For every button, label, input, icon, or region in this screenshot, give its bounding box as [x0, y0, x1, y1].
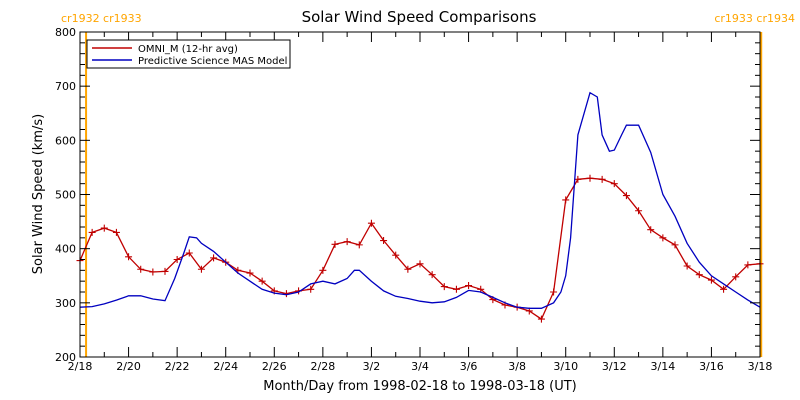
series-line-1: [79, 91, 761, 309]
data-point: [537, 315, 545, 323]
x-tick-label: 3/16: [699, 360, 724, 373]
y-tick-label: 300: [55, 297, 76, 310]
y-tick-label: 200: [55, 351, 76, 364]
data-point: [635, 207, 643, 215]
data-point: [707, 276, 715, 284]
y-tick-label: 700: [55, 80, 76, 93]
data-point: [185, 249, 193, 257]
data-point: [125, 253, 133, 261]
x-tick-label: 3/12: [602, 360, 627, 373]
x-tick-label: 2/24: [213, 360, 238, 373]
data-point: [246, 269, 254, 277]
x-tick-label: 2/20: [116, 360, 141, 373]
data-point: [659, 234, 667, 242]
data-point: [598, 175, 606, 183]
series-1: [79, 91, 761, 309]
data-point: [331, 240, 339, 248]
data-point: [319, 266, 327, 274]
data-point: [149, 268, 157, 276]
data-point: [440, 283, 448, 291]
x-tick-label: 3/14: [651, 360, 676, 373]
data-point: [161, 267, 169, 275]
data-point: [197, 265, 205, 273]
data-point: [586, 174, 594, 182]
chart-title: Solar Wind Speed Comparisons: [302, 8, 537, 26]
data-point: [258, 277, 266, 285]
data-point: [428, 271, 436, 279]
data-point: [622, 192, 630, 200]
legend-box: [86, 39, 291, 69]
x-tick-label: 3/18: [748, 360, 773, 373]
data-point: [100, 224, 108, 232]
data-point: [683, 262, 691, 270]
x-tick-label: 3/4: [411, 360, 429, 373]
y-tick-label: 500: [55, 189, 76, 202]
x-tick-label: 3/6: [460, 360, 478, 373]
x-tick-label: 2/26: [262, 360, 287, 373]
legend: OMNI_M (12-hr avg)Predictive Science MAS…: [86, 39, 291, 69]
x-tick-label: 2/18: [68, 360, 93, 373]
y-tick-label: 600: [55, 134, 76, 147]
data-point: [173, 256, 181, 263]
y-tick-label: 400: [55, 243, 76, 256]
y-axis-label: Solar Wind Speed (km/s): [31, 114, 46, 274]
data-point: [574, 175, 582, 183]
legend-label-1: Predictive Science MAS Model: [138, 56, 287, 67]
plot-axes: 200 300 400 500 600 700 800 2/18 2/20 2/22 2/24 2/2…: [55, 26, 772, 373]
data-point: [210, 254, 218, 262]
data-point: [465, 282, 473, 289]
x-tick-label: 3/2: [363, 360, 381, 373]
data-point: [720, 285, 728, 293]
y-tick-label: 800: [55, 26, 76, 39]
data-point: [355, 241, 363, 249]
data-point: [695, 271, 703, 279]
data-point: [380, 237, 388, 245]
carrington-label-0: cr1932 cr1933: [61, 12, 142, 25]
x-tick-label: 2/22: [165, 360, 190, 373]
data-point: [404, 265, 412, 273]
x-axis-label: Month/Day from 1998-02-18 to 1998-03-18 …: [263, 379, 576, 394]
data-point: [732, 273, 740, 281]
data-point: [112, 228, 120, 236]
data-point: [88, 228, 96, 236]
data-point: [647, 226, 655, 234]
carrington-label-1: cr1933 cr1934: [714, 12, 795, 25]
data-point: [137, 265, 145, 273]
data-point: [343, 238, 351, 246]
x-tick-label: 3/8: [508, 360, 526, 373]
data-point: [671, 241, 679, 249]
data-point: [562, 196, 570, 204]
data-point: [392, 251, 400, 259]
legend-label-0: OMNI_M (12-hr avg): [138, 44, 238, 55]
data-point: [610, 180, 618, 188]
data-point: [744, 261, 752, 269]
data-point: [367, 219, 375, 227]
data-point: [416, 260, 424, 268]
x-tick-label: 2/28: [311, 360, 336, 373]
data-point: [550, 288, 558, 296]
x-tick-label: 3/10: [553, 360, 578, 373]
data-point: [452, 285, 460, 293]
data-point: [307, 285, 315, 293]
